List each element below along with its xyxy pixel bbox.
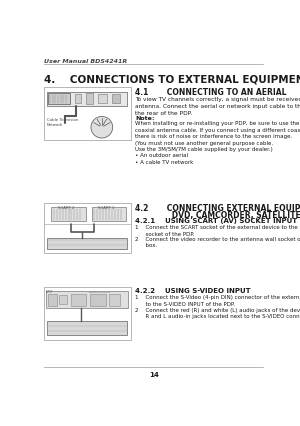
Text: 1    Connect the SCART socket of the external device to the SCART
      socket o: 1 Connect the SCART socket of the extern… (135, 225, 300, 236)
Text: Note:: Note: (135, 115, 155, 121)
Text: INPUT: INPUT (46, 289, 53, 294)
Bar (52, 208, 86, 222)
Text: DVD, CAMCORDER, SATELLITE RECEIVER): DVD, CAMCORDER, SATELLITE RECEIVER) (135, 210, 300, 219)
Text: To view TV channels correctly, a signal must be received using an
antenna. Conne: To view TV channels correctly, a signal … (135, 97, 300, 115)
Bar (48, 294, 57, 306)
Bar (48, 94, 70, 105)
Bar (47, 239, 128, 249)
Bar (90, 294, 106, 306)
Bar (85, 94, 93, 105)
Text: When installing or re-installing your PDP, be sure to use the supplied
coaxial a: When installing or re-installing your PD… (135, 121, 300, 164)
Text: 4.2.2    USING S-VIDEO INPUT: 4.2.2 USING S-VIDEO INPUT (135, 288, 251, 294)
Circle shape (91, 117, 113, 139)
Bar (92, 208, 126, 222)
Bar (47, 92, 128, 106)
Text: 4.1       CONNECTING TO AN AERIAL: 4.1 CONNECTING TO AN AERIAL (135, 88, 287, 97)
Text: 4.    CONNECTIONS TO EXTERNAL EQUIPMENT: 4. CONNECTIONS TO EXTERNAL EQUIPMENT (44, 74, 300, 84)
Text: 14: 14 (149, 371, 159, 377)
Text: 1    Connect the S-Video (4-pin DIN) connector of the external device
      to t: 1 Connect the S-Video (4-pin DIN) connec… (135, 295, 300, 306)
Text: 4.2       CONNECTING EXTERNAL EQUIPMENT (VCR,: 4.2 CONNECTING EXTERNAL EQUIPMENT (VCR, (135, 203, 300, 212)
Text: User Manual BDS4241R: User Manual BDS4241R (44, 59, 128, 63)
Bar (98, 95, 107, 104)
Bar (46, 291, 128, 308)
Text: 2    Connect the video recorder to the antenna wall socket or cable
      box.: 2 Connect the video recorder to the ante… (135, 236, 300, 248)
Bar (44, 288, 130, 340)
Text: SCART 1: SCART 1 (98, 205, 114, 210)
Bar (47, 322, 128, 335)
Bar (112, 95, 120, 104)
Bar (44, 88, 130, 140)
Text: 4.2.1    USING SCART (AV) SOCKET INPUT: 4.2.1 USING SCART (AV) SOCKET INPUT (135, 218, 297, 224)
Bar (75, 95, 81, 104)
Bar (59, 295, 67, 305)
Bar (109, 294, 120, 306)
Bar (44, 203, 130, 253)
Bar (71, 294, 86, 306)
Text: MONITOR OUTPUT: MONITOR OUTPUT (89, 291, 110, 292)
Text: 2    Connect the red (R) and white (L) audio jacks of the device to the
      R : 2 Connect the red (R) and white (L) audi… (135, 307, 300, 318)
Text: SCART 2: SCART 2 (58, 205, 74, 210)
Text: Cable Television
Network: Cable Television Network (47, 118, 78, 127)
